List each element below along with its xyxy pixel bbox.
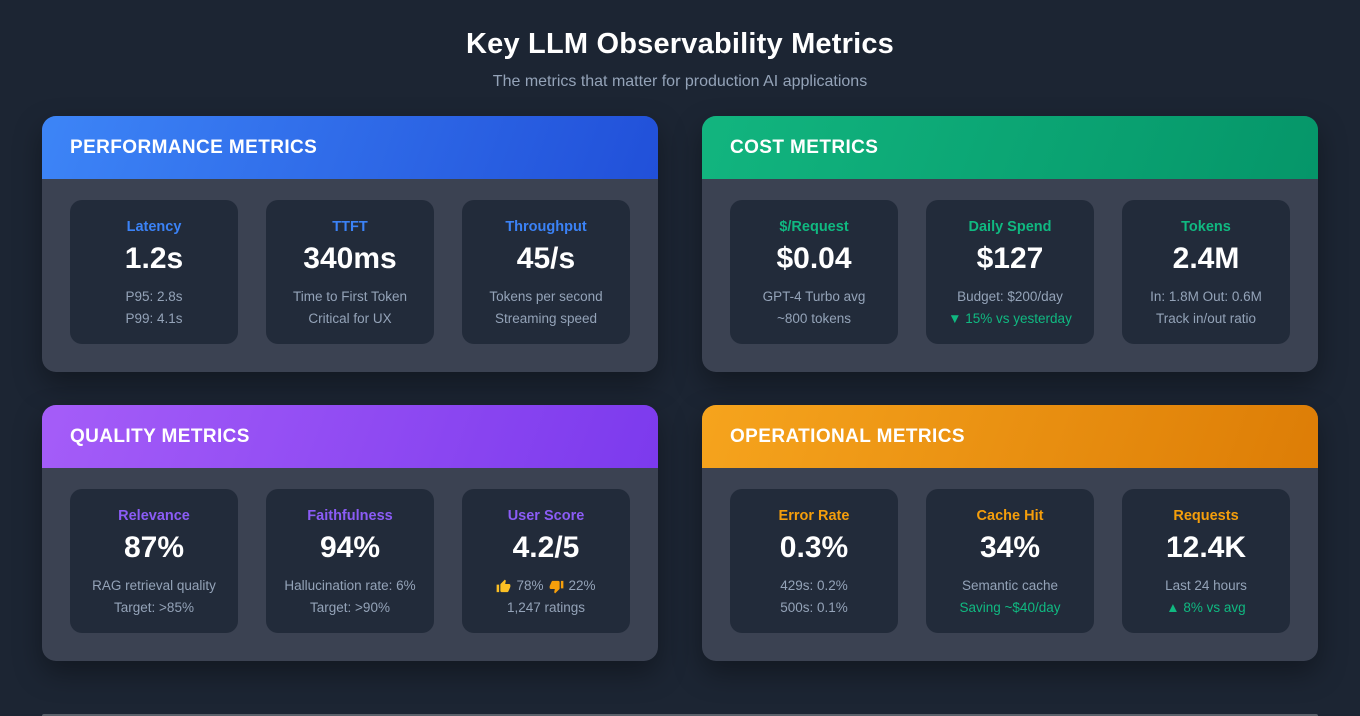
card-quality-metrics: QUALITY METRICS Relevance 87% RAG retrie… — [42, 405, 658, 661]
metric-subline: 429s: 0.2% — [780, 578, 848, 593]
card-header-operational: OPERATIONAL METRICS — [702, 405, 1318, 468]
metric-subline: GPT-4 Turbo avg — [762, 289, 866, 304]
metric-subline: 500s: 0.1% — [780, 600, 848, 615]
metric-label: Tokens — [1181, 219, 1231, 235]
metric-label: Cache Hit — [976, 508, 1044, 524]
metric-subline: Semantic cache — [961, 578, 1059, 593]
metric-label: User Score — [507, 508, 585, 524]
thumbs-down-percent: 22% — [568, 578, 596, 593]
metric-subline: P99: 4.1s — [125, 311, 183, 326]
metric-subline: ~800 tokens — [777, 311, 851, 326]
metric-value: 87% — [123, 531, 185, 564]
card-performance-metrics: PERFORMANCE METRICS Latency 1.2s P95: 2.… — [42, 116, 658, 372]
page-subtitle: The metrics that matter for production A… — [492, 73, 868, 90]
metric-label: Requests — [1173, 508, 1239, 524]
metric-value: $0.04 — [776, 242, 852, 275]
metric-label: $/Request — [779, 219, 849, 235]
metric-value: 2.4M — [1172, 242, 1240, 275]
metrics-card-grid: PERFORMANCE METRICS Latency 1.2s P95: 2.… — [0, 116, 1360, 661]
card-operational-metrics: OPERATIONAL METRICS Error Rate 0.3% 429s… — [702, 405, 1318, 661]
thumbs-up-percent: 78% — [516, 578, 544, 593]
metric-subline: 1,247 ratings — [506, 600, 586, 615]
tile-error-rate: Error Rate 0.3% 429s: 0.2% 500s: 0.1% — [730, 489, 898, 633]
metric-subline: Track in/out ratio — [1155, 311, 1257, 326]
metric-subline: Target: >85% — [114, 600, 194, 615]
card-body-cost: $/Request $0.04 GPT-4 Turbo avg ~800 tok… — [702, 179, 1318, 372]
metric-trend-down: ▼ 15% vs yesterday — [948, 311, 1072, 326]
card-body-quality: Relevance 87% RAG retrieval quality Targ… — [42, 468, 658, 661]
tile-daily-spend: Daily Spend $127 Budget: $200/day ▼ 15% … — [926, 200, 1094, 344]
metric-subline: P95: 2.8s — [125, 289, 183, 304]
thumbs-up-icon — [496, 579, 511, 594]
offscreen-section-top-edge — [42, 714, 1318, 716]
metric-trend-up: ▲ 8% vs avg — [1166, 600, 1246, 615]
metric-value: $127 — [976, 242, 1044, 275]
card-header-quality: QUALITY METRICS — [42, 405, 658, 468]
metric-value: 94% — [319, 531, 381, 564]
tile-user-score: User Score 4.2/5 78% 22% 1,247 ratings — [462, 489, 630, 633]
tile-requests: Requests 12.4K Last 24 hours ▲ 8% vs avg — [1122, 489, 1290, 633]
card-title-performance: PERFORMANCE METRICS — [70, 136, 318, 158]
user-score-thumbs-line: 78% 22% — [470, 575, 622, 597]
tile-tokens: Tokens 2.4M In: 1.8M Out: 0.6M Track in/… — [1122, 200, 1290, 344]
metric-label: TTFT — [332, 219, 368, 235]
card-title-quality: QUALITY METRICS — [70, 425, 250, 447]
metric-label: Relevance — [118, 508, 190, 524]
tile-cost-per-request: $/Request $0.04 GPT-4 Turbo avg ~800 tok… — [730, 200, 898, 344]
card-title-cost: COST METRICS — [730, 136, 879, 158]
tile-relevance: Relevance 87% RAG retrieval quality Targ… — [70, 489, 238, 633]
metric-subline: Budget: $200/day — [957, 289, 1063, 304]
metric-subline: Target: >90% — [310, 600, 390, 615]
metric-subline: RAG retrieval quality — [92, 578, 216, 593]
metric-label: Latency — [126, 219, 182, 235]
metric-saving-line: Saving ~$40/day — [959, 600, 1061, 615]
metric-subline: Time to First Token — [292, 289, 408, 304]
tile-latency: Latency 1.2s P95: 2.8s P99: 4.1s — [70, 200, 238, 344]
metric-value: 12.4K — [1165, 531, 1247, 564]
card-body-performance: Latency 1.2s P95: 2.8s P99: 4.1s TTFT 34… — [42, 179, 658, 372]
page-title: Key LLM Observability Metrics — [465, 28, 895, 60]
tile-faithfulness: Faithfulness 94% Hallucination rate: 6% … — [266, 489, 434, 633]
metric-value: 4.2/5 — [512, 531, 580, 564]
thumbs-down-icon — [549, 579, 564, 594]
metric-subline: Last 24 hours — [1165, 578, 1247, 593]
metric-label: Error Rate — [778, 508, 850, 524]
metric-label: Throughput — [505, 219, 587, 235]
tile-ttft: TTFT 340ms Time to First Token Critical … — [266, 200, 434, 344]
card-body-operational: Error Rate 0.3% 429s: 0.2% 500s: 0.1% Ca… — [702, 468, 1318, 661]
card-cost-metrics: COST METRICS $/Request $0.04 GPT-4 Turbo… — [702, 116, 1318, 372]
tile-throughput: Throughput 45/s Tokens per second Stream… — [462, 200, 630, 344]
metric-value: 45/s — [516, 242, 576, 275]
metric-label: Daily Spend — [968, 219, 1052, 235]
metric-value: 34% — [979, 531, 1041, 564]
metric-value: 1.2s — [124, 242, 184, 275]
metric-label: Faithfulness — [307, 508, 393, 524]
metric-subline: Tokens per second — [489, 289, 603, 304]
card-header-performance: PERFORMANCE METRICS — [42, 116, 658, 179]
metric-subline: Streaming speed — [494, 311, 598, 326]
metric-subline: In: 1.8M Out: 0.6M — [1150, 289, 1262, 304]
metric-value: 0.3% — [779, 531, 849, 564]
metric-subline: Hallucination rate: 6% — [284, 578, 416, 593]
card-title-operational: OPERATIONAL METRICS — [730, 425, 965, 447]
card-header-cost: COST METRICS — [702, 116, 1318, 179]
tile-cache-hit: Cache Hit 34% Semantic cache Saving ~$40… — [926, 489, 1094, 633]
metric-subline: Critical for UX — [308, 311, 392, 326]
metric-value: 340ms — [303, 242, 397, 275]
